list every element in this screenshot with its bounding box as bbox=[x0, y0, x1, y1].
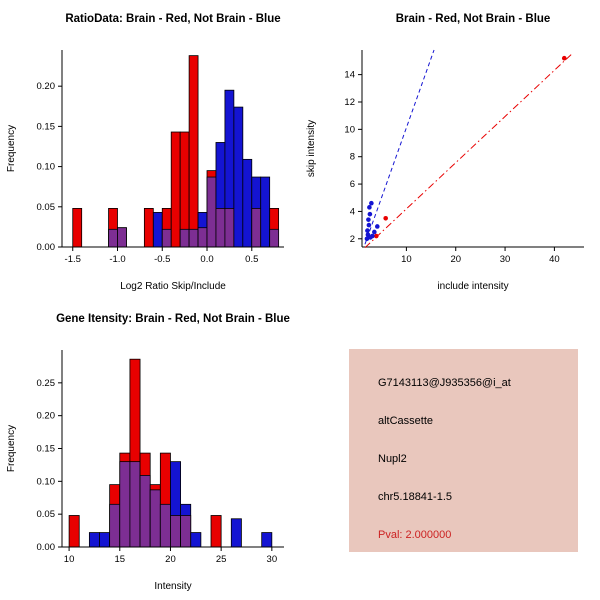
svg-text:Frequency: Frequency bbox=[6, 425, 17, 472]
svg-text:-1.5: -1.5 bbox=[65, 254, 81, 265]
info-panel: G7143113@J935356@i_at altCassette Nupl2 … bbox=[349, 349, 578, 552]
svg-text:-1.0: -1.0 bbox=[109, 254, 125, 265]
svg-text:4: 4 bbox=[350, 206, 355, 217]
locus-text: chr5.18841-1.5 bbox=[378, 491, 452, 503]
ratio-histogram-chart: -1.5 -1.0 -0.5 0.0 0.5 0.00 0.05 0.10 0.15 0.20 Ra… bbox=[6, 13, 284, 292]
pval-text: Pval: 2.000000 bbox=[378, 529, 452, 541]
svg-text:20: 20 bbox=[165, 554, 176, 565]
svg-text:Gene Itensity: Brain - Red, No: Gene Itensity: Brain - Red, Not Brain - … bbox=[56, 313, 290, 325]
svg-text:25: 25 bbox=[216, 554, 227, 565]
svg-text:include intensity: include intensity bbox=[437, 281, 508, 292]
svg-text:10: 10 bbox=[64, 554, 75, 565]
svg-text:RatioData: Brain - Red, Not Br: RatioData: Brain - Red, Not Brain - Blue bbox=[65, 13, 280, 25]
svg-text:0.00: 0.00 bbox=[37, 542, 56, 553]
svg-text:skip intensity: skip intensity bbox=[306, 120, 317, 177]
svg-text:0.05: 0.05 bbox=[37, 509, 56, 520]
svg-text:Log2 Ratio Skip/Include: Log2 Ratio Skip/Include bbox=[120, 281, 226, 292]
svg-text:8: 8 bbox=[350, 152, 355, 163]
gene-name-text: Nupl2 bbox=[378, 453, 407, 465]
svg-text:0.25: 0.25 bbox=[37, 378, 56, 389]
intensity-scatter-chart: 10 20 30 40 2 4 6 8 10 12 14 Brain - Red, Not Brain… bbox=[306, 13, 584, 292]
svg-text:0.20: 0.20 bbox=[37, 411, 56, 422]
svg-text:14: 14 bbox=[344, 70, 355, 81]
svg-text:10: 10 bbox=[401, 254, 412, 265]
svg-text:0.0: 0.0 bbox=[200, 254, 213, 265]
svg-text:2: 2 bbox=[350, 234, 355, 245]
svg-text:Brain - Red, Not Brain - Blue: Brain - Red, Not Brain - Blue bbox=[396, 13, 551, 25]
svg-text:Intensity: Intensity bbox=[154, 581, 191, 592]
svg-text:15: 15 bbox=[114, 554, 125, 565]
svg-text:-0.5: -0.5 bbox=[154, 254, 170, 265]
svg-text:6: 6 bbox=[350, 179, 355, 190]
gene-intensity-histogram-chart: 10 15 20 25 30 0.00 0.05 0.10 0.15 0.20 0.25 Gene I… bbox=[6, 313, 290, 592]
splice-type-text: altCassette bbox=[378, 415, 434, 427]
svg-text:0.5: 0.5 bbox=[245, 254, 258, 265]
svg-text:20: 20 bbox=[450, 254, 461, 265]
svg-text:0.05: 0.05 bbox=[37, 202, 56, 213]
svg-text:10: 10 bbox=[344, 124, 355, 135]
svg-text:30: 30 bbox=[267, 554, 278, 565]
svg-text:40: 40 bbox=[549, 254, 560, 265]
svg-text:0.15: 0.15 bbox=[37, 444, 56, 455]
svg-text:30: 30 bbox=[500, 254, 511, 265]
svg-text:0.10: 0.10 bbox=[37, 162, 56, 173]
probe-id-text: G7143113@J935356@i_at bbox=[378, 377, 511, 389]
svg-text:0.10: 0.10 bbox=[37, 476, 56, 487]
svg-text:0.20: 0.20 bbox=[37, 81, 56, 92]
svg-text:0.15: 0.15 bbox=[37, 121, 56, 132]
svg-text:0.00: 0.00 bbox=[37, 242, 56, 253]
svg-text:Frequency: Frequency bbox=[6, 125, 17, 172]
svg-text:12: 12 bbox=[344, 97, 355, 108]
